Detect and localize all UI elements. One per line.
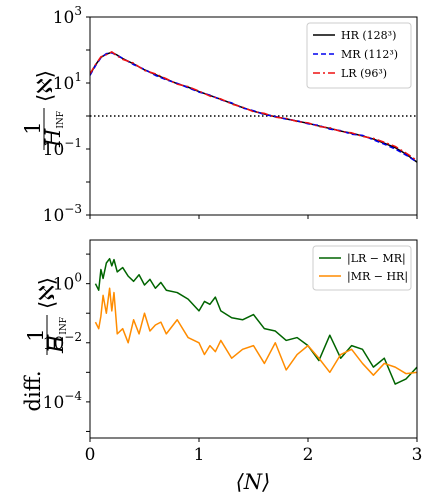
- bottom-axes-frame: [89, 239, 418, 439]
- bottom-xtick-label: 2: [303, 445, 314, 465]
- bottom-ticks: 0 1 2 3 10−4 10−2 100: [43, 253, 423, 465]
- bottom-ylabel-symbol: ⟨ℵ⟩: [35, 277, 59, 309]
- bottom-ylabel-numerator: 1: [24, 328, 48, 341]
- bottom-panel: 0 1 2 3 10−4 10−2 100 |LR − MR| |MR − HR| diff.…: [21, 239, 423, 494]
- series-line-mr-hr: [94, 287, 417, 376]
- bottom-ytick-label: 10−4: [43, 389, 83, 413]
- top-y-axis-label: 1 HINF ⟨ℵ⟩: [21, 70, 66, 150]
- top-ytick-label: 101: [53, 70, 82, 94]
- bottom-legend-box: [312, 245, 412, 291]
- series-line-lr-mr: [94, 257, 417, 385]
- bottom-xtick-label: 1: [194, 445, 205, 465]
- top-legend: HR (128³) MR (112³) LR (96³): [306, 22, 412, 89]
- top-ticks: 10−3 10−1 101 103: [43, 4, 418, 226]
- bottom-xtick-label: 0: [85, 445, 96, 465]
- legend-label-mr-112: MR (112³): [341, 48, 398, 61]
- top-series-lines: [90, 51, 417, 163]
- top-ylabel-symbol: ⟨ℵ⟩: [33, 70, 57, 102]
- top-panel: 10−3 10−1 101 103 HR (128³) MR (112³) LR (96³…: [21, 4, 418, 226]
- bottom-ytick-label: 100: [53, 271, 82, 295]
- legend-label-lr-96: LR (96³): [341, 67, 387, 80]
- top-ylabel-denominator: HINF: [41, 111, 66, 148]
- legend-label-lr-mr: |LR − MR|: [347, 252, 406, 266]
- bottom-legend: |LR − MR| |MR − HR|: [312, 245, 412, 291]
- bottom-series-lines: [94, 257, 417, 385]
- legend-label-mr-hr: |MR − HR|: [347, 270, 408, 284]
- top-ylabel-numerator: 1: [21, 121, 45, 134]
- top-ytick-label: 103: [53, 4, 82, 28]
- bottom-ylabel-denominator: HINF: [44, 317, 69, 354]
- top-legend-box: [306, 22, 412, 89]
- top-ytick-label: 10−3: [43, 202, 82, 226]
- bottom-ytick-label: 10−2: [43, 330, 82, 354]
- legend-label-hr-128: HR (128³): [341, 29, 396, 42]
- bottom-y-axis-label: diff. 1 HINF ⟨ℵ⟩: [21, 277, 69, 412]
- bottom-ylabel-prefix: diff.: [21, 370, 45, 411]
- series-line-lr-96: [90, 51, 417, 162]
- bottom-xtick-label: 3: [412, 445, 423, 465]
- top-ytick-label: 10−1: [43, 136, 82, 160]
- bottom-x-axis-label: ⟨N⟩: [236, 470, 271, 494]
